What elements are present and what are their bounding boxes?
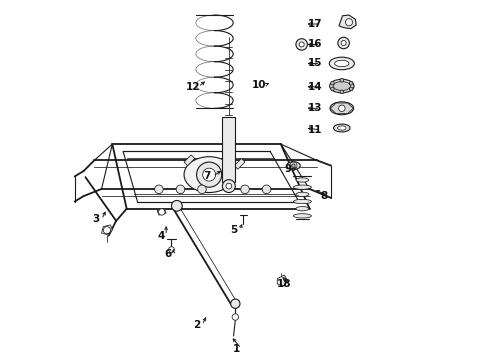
Circle shape [349, 81, 353, 85]
Circle shape [241, 185, 249, 194]
Text: 4: 4 [157, 231, 165, 240]
Polygon shape [277, 275, 287, 286]
Polygon shape [234, 158, 245, 169]
Text: 17: 17 [308, 19, 322, 29]
Text: 14: 14 [308, 82, 322, 92]
Ellipse shape [334, 124, 350, 132]
Circle shape [290, 162, 297, 169]
Polygon shape [101, 225, 112, 234]
Ellipse shape [333, 82, 350, 90]
Text: 6: 6 [164, 248, 171, 258]
Ellipse shape [184, 157, 234, 193]
Ellipse shape [330, 102, 354, 115]
Circle shape [172, 201, 182, 211]
Circle shape [331, 87, 334, 91]
Circle shape [338, 37, 349, 49]
Circle shape [197, 185, 206, 194]
Text: 10: 10 [252, 80, 267, 90]
Circle shape [331, 81, 334, 85]
Polygon shape [184, 155, 195, 166]
Text: 15: 15 [308, 58, 322, 68]
Ellipse shape [296, 207, 309, 211]
Circle shape [296, 39, 307, 50]
Circle shape [339, 105, 345, 112]
Circle shape [345, 19, 353, 26]
Circle shape [340, 78, 343, 82]
Polygon shape [157, 209, 166, 215]
Ellipse shape [287, 162, 300, 170]
Circle shape [103, 226, 111, 234]
Circle shape [292, 164, 295, 167]
Circle shape [203, 168, 216, 181]
Circle shape [159, 209, 165, 215]
Text: 7: 7 [204, 171, 211, 181]
Ellipse shape [329, 57, 354, 70]
Ellipse shape [338, 126, 346, 130]
Circle shape [155, 185, 163, 194]
Circle shape [232, 314, 239, 320]
Polygon shape [330, 103, 353, 113]
Text: 18: 18 [277, 279, 292, 289]
Text: 1: 1 [232, 343, 240, 354]
Circle shape [196, 162, 221, 187]
Text: 5: 5 [231, 225, 238, 235]
Text: 3: 3 [93, 215, 100, 224]
Ellipse shape [294, 199, 311, 204]
Ellipse shape [335, 60, 349, 67]
Circle shape [349, 87, 353, 91]
Text: 2: 2 [193, 320, 200, 330]
Ellipse shape [296, 178, 309, 182]
Circle shape [226, 183, 232, 189]
Text: 12: 12 [186, 82, 200, 92]
Circle shape [176, 185, 185, 194]
Ellipse shape [330, 79, 354, 93]
Ellipse shape [296, 192, 309, 197]
Circle shape [341, 41, 346, 45]
Circle shape [262, 185, 271, 194]
Circle shape [222, 180, 235, 193]
Text: 9: 9 [285, 164, 292, 174]
Ellipse shape [294, 185, 311, 189]
Text: 8: 8 [320, 191, 327, 201]
Text: 16: 16 [308, 40, 322, 49]
Text: 13: 13 [308, 103, 322, 113]
Polygon shape [222, 117, 235, 182]
Text: 11: 11 [308, 125, 322, 135]
Circle shape [299, 42, 304, 47]
Circle shape [169, 247, 174, 252]
Ellipse shape [294, 214, 311, 218]
Circle shape [340, 90, 343, 94]
Polygon shape [339, 15, 356, 29]
Circle shape [231, 299, 240, 309]
